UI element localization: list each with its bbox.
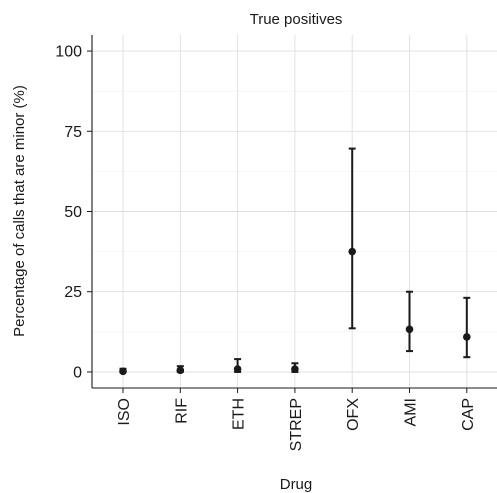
y-tick-label: 50 bbox=[64, 204, 82, 221]
grid bbox=[92, 35, 497, 388]
data-point bbox=[119, 367, 127, 376]
error-bar bbox=[463, 296, 471, 359]
y-axis-title: Percentage of calls that are minor (%) bbox=[11, 85, 28, 337]
x-tick-label: CAP bbox=[460, 398, 477, 431]
chart-title: True positives bbox=[250, 11, 343, 28]
x-tick-label: RIF bbox=[173, 398, 190, 424]
chart-marks bbox=[119, 147, 471, 376]
y-tick-label: 0 bbox=[73, 364, 82, 381]
x-axis-title: Drug bbox=[280, 476, 313, 493]
error-bar bbox=[406, 290, 413, 353]
x-tick-label: AMI bbox=[403, 398, 420, 426]
data-point bbox=[463, 333, 471, 341]
y-tick-label: 25 bbox=[64, 284, 82, 301]
data-point bbox=[176, 366, 185, 375]
x-tick-label: ETH bbox=[231, 398, 248, 430]
error-bar bbox=[348, 147, 356, 330]
data-point bbox=[405, 325, 414, 334]
x-tick-label: OFX bbox=[345, 398, 362, 431]
x-tick-label: ISO bbox=[116, 398, 133, 426]
data-point bbox=[291, 365, 299, 373]
y-tick-label: 100 bbox=[55, 44, 82, 61]
axes: 0 25 50 75 100 ISO RIF ETH STREP OFX AMI CAP bbox=[55, 35, 497, 451]
y-tick-label: 75 bbox=[64, 124, 82, 141]
x-tick-label: STREP bbox=[288, 398, 305, 451]
data-point bbox=[233, 365, 242, 373]
data-point bbox=[348, 247, 357, 256]
